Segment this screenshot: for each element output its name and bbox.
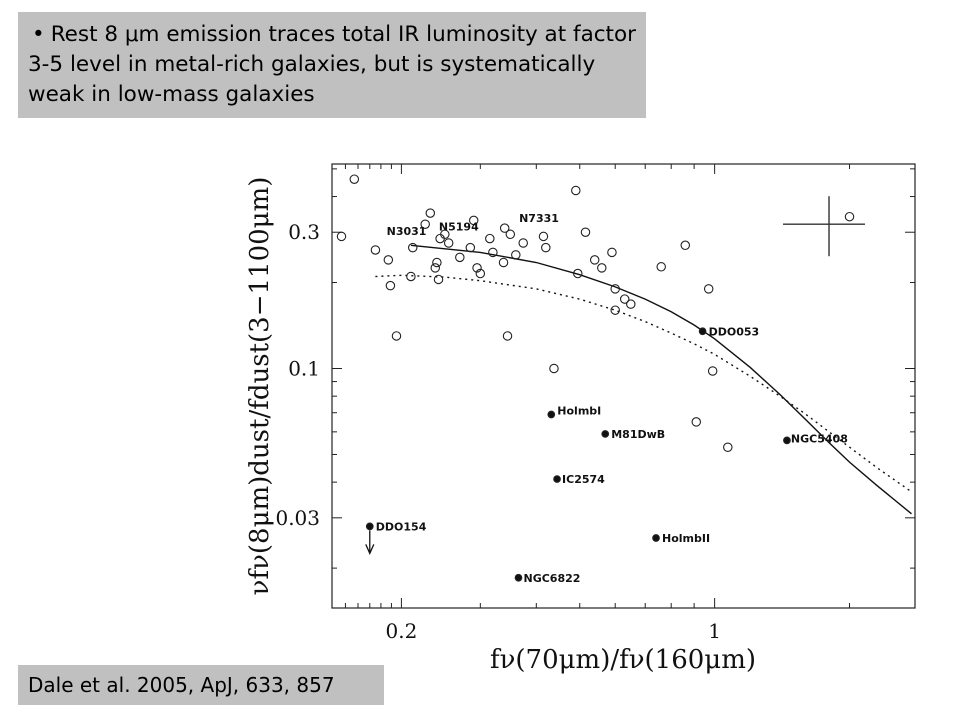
open-data-point [433,274,444,285]
open-data-point [518,238,528,248]
open-data-point [538,231,549,242]
model-curve-solid [410,244,912,515]
open-data-point [571,185,581,196]
open-data-point [472,263,482,273]
filled-data-point [698,327,707,336]
open-data-point [465,242,476,253]
open-data-point [597,263,607,273]
galaxy-label: N3031 [387,225,427,238]
open-data-point [468,215,479,226]
x-tick-label: 0.2 [386,619,418,643]
open-data-point [370,245,381,255]
open-data-point [488,247,498,258]
filled-data-point [783,436,791,445]
filled-data-point [553,475,561,483]
open-data-point [844,211,855,222]
galaxy-label: IC2574 [562,473,605,486]
open-data-point [541,242,551,253]
open-data-point [549,363,559,374]
filled-data-point [514,573,523,582]
open-data-point [610,305,620,315]
galaxy-label: M81DwB [611,428,665,441]
open-data-point [408,242,418,253]
open-data-point [707,366,718,376]
error-bar-key [783,196,866,257]
open-data-point [723,442,733,452]
citation-text: Dale et al. 2005, ApJ, 633, 857 [28,673,335,697]
y-tick-label: 0.1 [288,356,320,380]
x-axis-label: fν(70μm)/fν(160μm) [490,645,756,675]
caption-box: • Rest 8 μm emission traces total IR lumi… [18,12,646,118]
open-data-point [406,271,416,282]
y-tick-label: 0.03 [275,506,320,530]
galaxy-label: N7331 [519,212,559,225]
open-data-point [607,247,617,258]
open-data-point [425,208,436,218]
open-data-point [580,227,591,237]
open-data-point [385,280,396,291]
open-data-point [336,231,347,242]
open-data-point [619,294,630,304]
galaxy-label: NGC6822 [523,572,580,585]
data-points [336,174,855,582]
galaxy-label: NGC5408 [791,432,848,445]
open-data-point [420,219,430,229]
x-tick-label: 1 [708,619,721,643]
open-data-point [443,238,454,248]
filled-data-point [365,522,374,531]
open-data-point [626,299,636,309]
open-data-point [499,223,510,233]
y-axis-label: νfν(8μm)dust/fdust(3−1100μm) [245,177,275,596]
open-data-point [349,174,360,184]
open-data-point [505,229,516,240]
open-data-point [589,255,600,265]
open-data-point [440,229,450,240]
open-data-point [691,417,702,427]
filled-data-point [652,534,660,542]
open-data-point [475,268,486,279]
citation-box: Dale et al. 2005, ApJ, 633, 857 [18,665,384,705]
galaxy-label: HolmbII [662,532,710,545]
open-data-point [430,263,441,273]
open-data-point [703,284,714,294]
open-data-point [573,268,583,279]
open-data-point [511,250,521,260]
open-data-point [680,240,691,251]
upper-limit-arrowhead [365,544,375,555]
caption-text: Rest 8 μm emission traces total IR lumin… [28,22,636,107]
filled-data-point [601,430,610,438]
plot-frame [331,163,916,609]
galaxy-label: N5194 [439,220,479,233]
y-tick-label: 0.3 [288,220,320,244]
open-data-point [455,252,465,263]
x-axis: 0.2 1 [344,164,851,643]
caption-bullet: • [32,22,45,47]
model-curve-dotted [375,274,912,493]
open-data-point [391,331,402,341]
y-axis: 0.03 0.1 0.3 [275,168,915,569]
open-data-point [383,255,394,265]
model-curves [375,244,912,515]
filled-data-point [547,410,556,419]
open-data-point [485,233,495,244]
galaxy-label: DDO053 [709,325,760,338]
open-data-point [610,284,620,294]
open-data-point [432,257,442,268]
galaxy-label: DDO154 [376,520,427,533]
open-data-point [498,257,509,268]
open-data-point [656,262,666,272]
galaxy-labels: N3031 N5194 N7331 DDO053 HolmbI M81DwB NGC5408… [376,212,848,585]
galaxy-label: HolmbI [557,405,601,418]
open-data-point [502,331,513,341]
